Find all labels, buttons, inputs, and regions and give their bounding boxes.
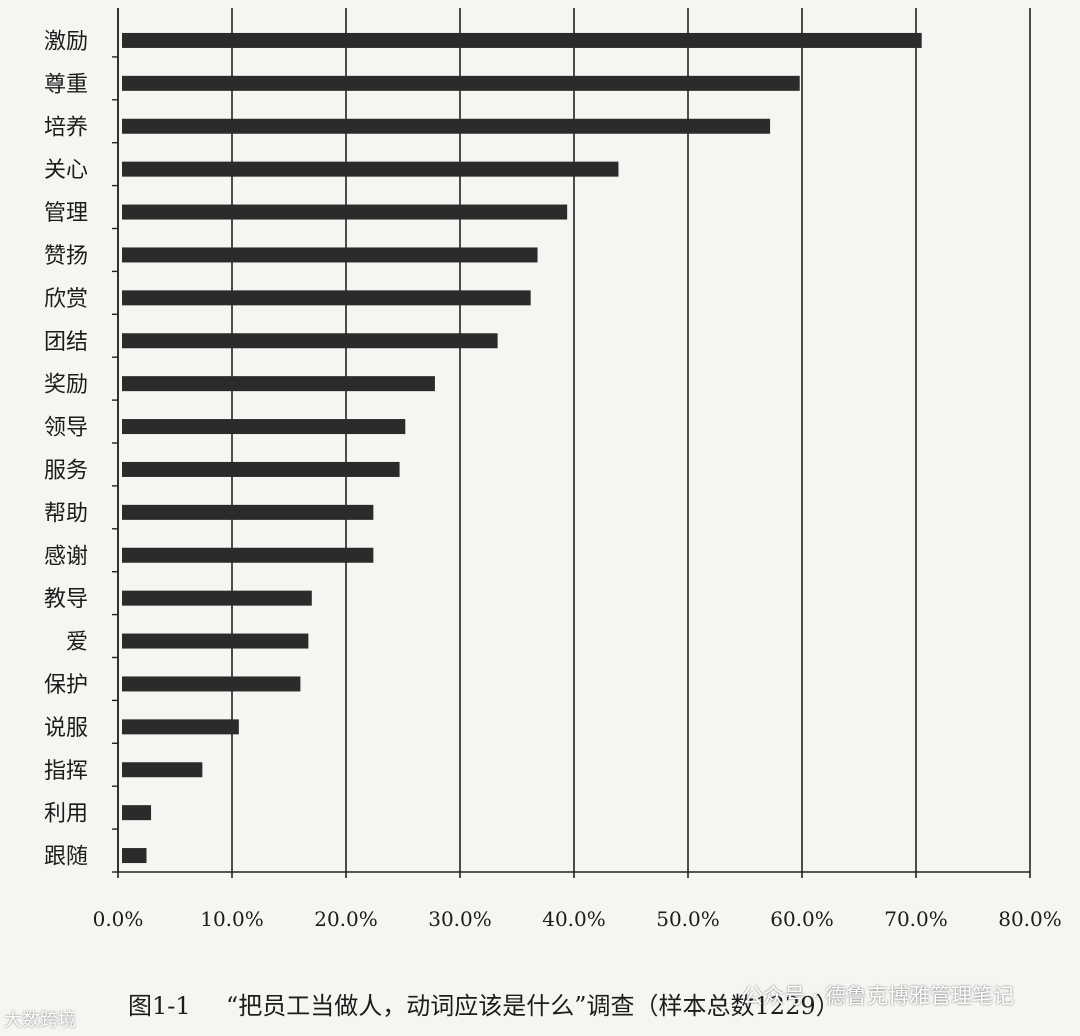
category-label: 感谢	[44, 544, 88, 569]
bar	[122, 419, 406, 435]
x-tick-label: 50.0%	[656, 907, 720, 931]
category-label: 指挥	[44, 759, 88, 784]
category-label: 领导	[44, 416, 88, 441]
category-label: 教导	[44, 587, 88, 612]
category-label: 奖励	[44, 373, 88, 398]
bar	[122, 75, 800, 91]
category-label: 培养	[44, 115, 88, 140]
watermark-left: 大数跨境	[4, 1010, 76, 1031]
figure-title: “把员工当做人，动词应该是什么”调查（样本总数1229）	[226, 992, 840, 1020]
x-tick-label: 10.0%	[200, 907, 264, 931]
bar	[122, 848, 147, 864]
bar	[122, 32, 922, 48]
category-label: 欣赏	[44, 287, 88, 312]
figure-label: 图1-1	[128, 992, 191, 1020]
bar-chart: 0.0% 10.0% 20.0% 30.0% 40.0% 50.0% 60.0% 70.0% 8…	[44, 8, 1062, 931]
x-tick-label: 40.0%	[542, 907, 606, 931]
x-tick-label: 60.0%	[770, 907, 834, 931]
bar	[122, 247, 538, 263]
bar	[122, 504, 374, 520]
category-label: 尊重	[44, 72, 88, 97]
x-tick-label: 20.0%	[314, 907, 378, 931]
watermark-right: 公众号 · 德鲁克博雅管理笔记	[742, 984, 1015, 1008]
category-label: 爱	[66, 630, 88, 655]
category-label: 保护	[44, 673, 88, 698]
bar	[122, 376, 435, 392]
category-label: 利用	[44, 802, 88, 827]
bar	[122, 547, 374, 563]
bar	[122, 590, 312, 606]
bar	[122, 290, 531, 306]
bar	[122, 461, 400, 477]
bar	[122, 118, 771, 134]
category-label: 激励	[44, 29, 88, 54]
figure-caption: 图1-1 “把员工当做人，动词应该是什么”调查（样本总数1229）	[0, 978, 1080, 1028]
x-tick-label: 0.0%	[93, 907, 144, 931]
bar	[122, 762, 203, 778]
bar	[122, 204, 568, 220]
bar	[122, 161, 619, 177]
category-label: 跟随	[44, 845, 88, 870]
category-label: 赞扬	[44, 244, 88, 269]
category-label: 说服	[44, 716, 88, 741]
x-tick-label: 80.0%	[998, 907, 1062, 931]
bar	[122, 676, 301, 692]
bar	[122, 633, 309, 649]
category-label: 关心	[44, 158, 88, 183]
bar	[122, 805, 152, 821]
category-label: 团结	[44, 330, 88, 355]
bar	[122, 333, 498, 349]
category-label: 管理	[44, 201, 88, 226]
category-label: 帮助	[44, 501, 88, 526]
x-tick-label: 30.0%	[428, 907, 492, 931]
x-tick-label: 70.0%	[884, 907, 948, 931]
bar	[122, 719, 239, 735]
category-label: 服务	[44, 458, 88, 483]
